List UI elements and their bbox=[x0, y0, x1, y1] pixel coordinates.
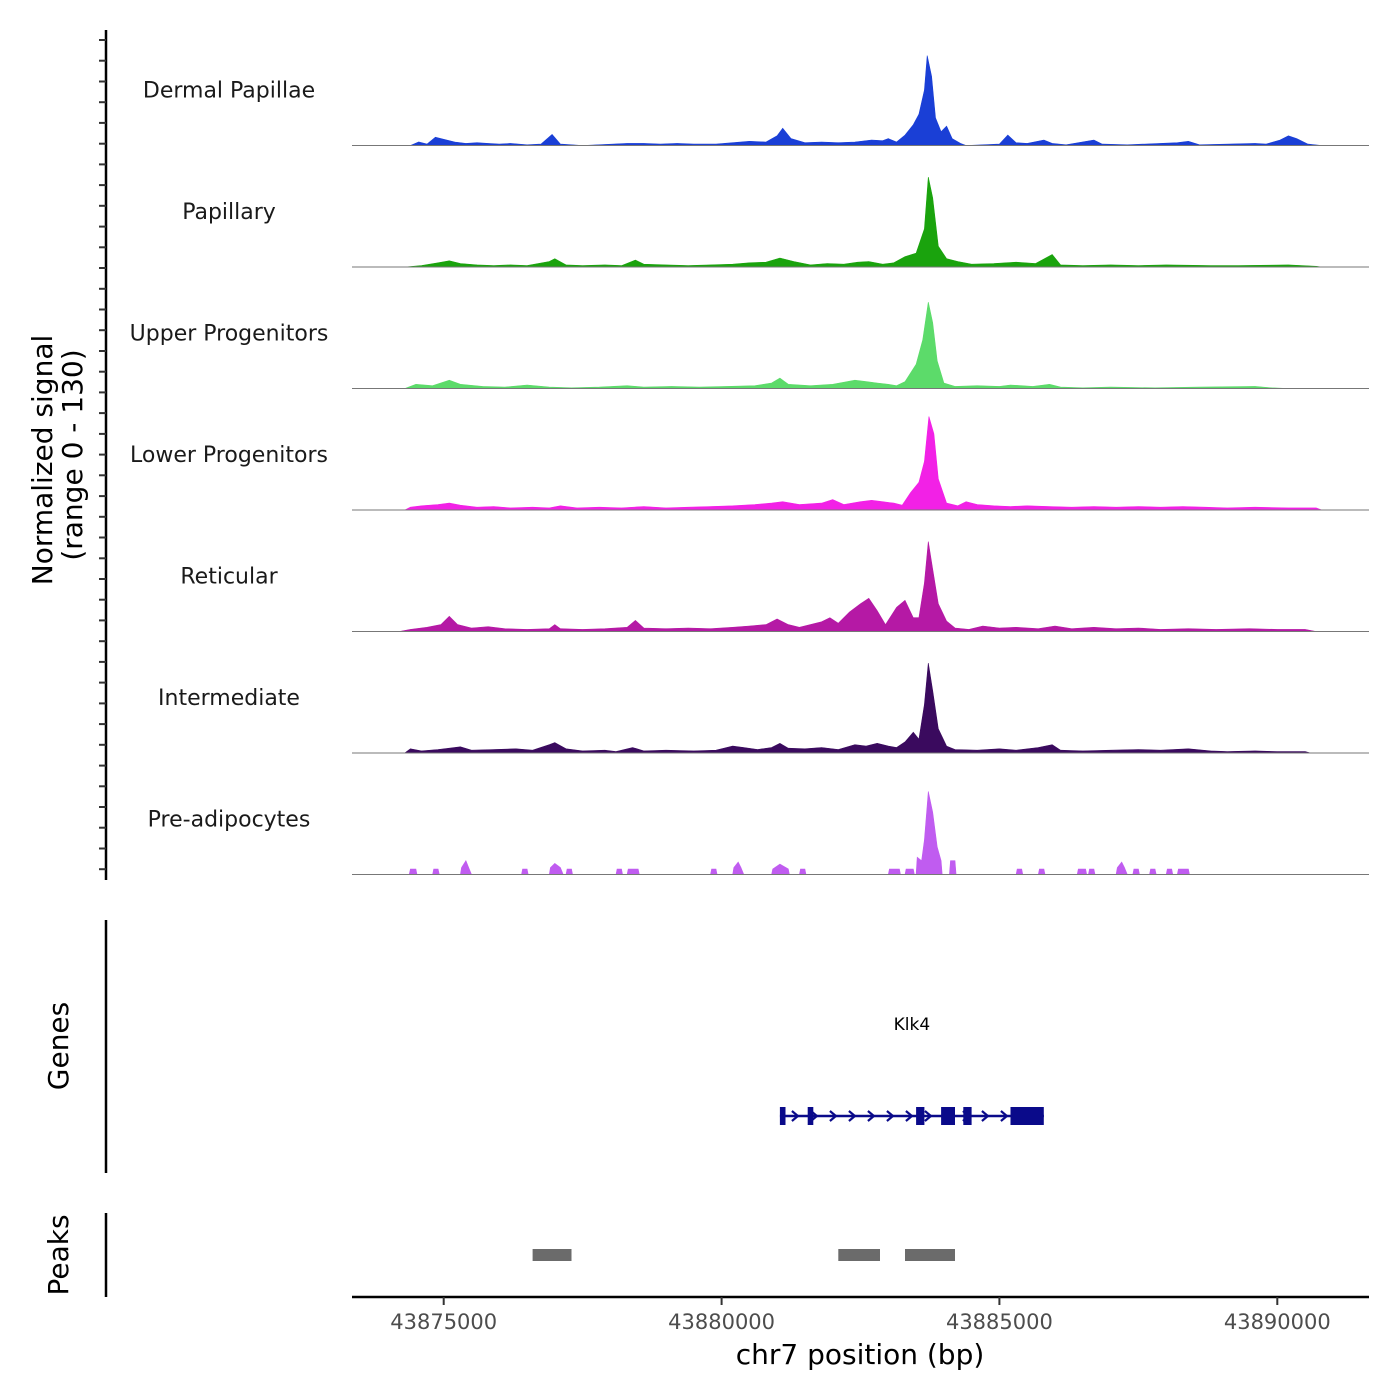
strand-arrow bbox=[829, 1110, 838, 1122]
gene-exon bbox=[941, 1107, 955, 1125]
strand-arrow bbox=[1000, 1110, 1009, 1122]
track-pre-adipocytes: Pre-adipocytes bbox=[148, 791, 1369, 875]
gene-klk4: Klk4 bbox=[779, 1015, 1044, 1125]
gene-exon bbox=[1010, 1107, 1044, 1125]
signal-area bbox=[404, 791, 1194, 875]
gene-exon bbox=[916, 1107, 925, 1125]
track-label: Dermal Papillae bbox=[143, 79, 315, 104]
x-tick-label: 43875000 bbox=[390, 1310, 497, 1334]
strand-arrow bbox=[867, 1110, 876, 1122]
track-label: Reticular bbox=[180, 565, 278, 590]
gene-label: Klk4 bbox=[894, 1015, 931, 1035]
track-label: Pre-adipocytes bbox=[148, 808, 311, 833]
track-label: Papillary bbox=[182, 200, 276, 225]
signal-area bbox=[399, 541, 1317, 632]
strand-arrow bbox=[848, 1110, 857, 1122]
peak-region bbox=[905, 1249, 955, 1261]
signal-area bbox=[404, 416, 1322, 511]
gene-exon bbox=[807, 1107, 814, 1125]
y-axis-title-line1: Normalized signal bbox=[26, 335, 59, 586]
track-reticular: Reticular bbox=[180, 541, 1369, 632]
x-axis-title: chr7 position (bp) bbox=[736, 1338, 985, 1371]
strand-arrow bbox=[905, 1110, 914, 1122]
gene-exon bbox=[963, 1107, 972, 1125]
x-tick-label: 43885000 bbox=[946, 1310, 1053, 1334]
y-axis-title-line2: (range 0 - 130) bbox=[56, 349, 89, 560]
peak-region bbox=[838, 1249, 880, 1261]
signal-area bbox=[404, 301, 1289, 389]
track-upper-progenitors: Upper Progenitors bbox=[130, 301, 1369, 389]
track-dermal-papillae: Dermal Papillae bbox=[143, 55, 1369, 146]
genes-track: Klk4 bbox=[779, 1015, 1044, 1125]
track-lower-progenitors: Lower Progenitors bbox=[130, 416, 1369, 511]
strand-arrow bbox=[791, 1110, 800, 1122]
signal-area bbox=[404, 176, 1322, 268]
x-tick-label: 43890000 bbox=[1224, 1310, 1331, 1334]
strand-arrow bbox=[886, 1110, 895, 1122]
x-tick-label: 43880000 bbox=[668, 1310, 775, 1334]
peak-region bbox=[532, 1249, 572, 1261]
strand-arrow bbox=[981, 1110, 990, 1122]
strand-arrow bbox=[924, 1110, 933, 1122]
genes-panel-title: Genes bbox=[42, 1002, 75, 1090]
track-label: Upper Progenitors bbox=[130, 322, 329, 347]
signal-area bbox=[403, 662, 1311, 754]
peaks-track bbox=[532, 1249, 955, 1261]
signal-y-axis-ticks bbox=[99, 39, 106, 871]
track-label: Lower Progenitors bbox=[130, 443, 328, 468]
track-papillary: Papillary bbox=[182, 176, 1369, 268]
track-label: Intermediate bbox=[158, 686, 300, 711]
track-intermediate: Intermediate bbox=[158, 662, 1369, 754]
signal-tracks: Dermal Papillae Papillary Upper Progenitor… bbox=[130, 55, 1369, 875]
gene-exon bbox=[779, 1107, 786, 1125]
peaks-panel-title: Peaks bbox=[42, 1214, 75, 1295]
x-axis-ticks: 43875000 43880000 43885000 43890000 bbox=[390, 1297, 1331, 1334]
signal-area bbox=[410, 55, 1322, 146]
